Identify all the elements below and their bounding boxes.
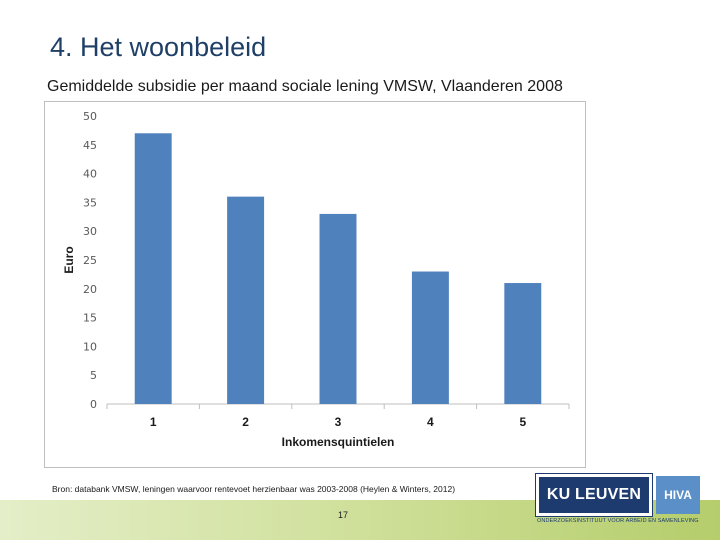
y-tick-label: 45: [83, 139, 97, 152]
source-note: Bron: databank VMSW, leningen waarvoor r…: [52, 484, 456, 494]
hiva-tagline: ONDERZOEKSINSTITUUT VOOR ARBEID EN SAMEN…: [537, 518, 699, 524]
bar: [504, 283, 542, 404]
bar: [411, 271, 449, 404]
y-tick-label: 5: [90, 369, 97, 382]
x-tick-label: 3: [335, 415, 342, 429]
slide-title: 4. Het woonbeleid: [50, 32, 267, 62]
y-tick-label: 50: [83, 110, 97, 123]
bar: [134, 133, 172, 404]
bar: [319, 213, 357, 404]
y-tick-label: 20: [83, 283, 97, 296]
ku-leuven-logo: KU LEUVEN: [535, 473, 653, 517]
y-tick-label: 15: [83, 312, 97, 325]
x-tick-label: 1: [150, 415, 157, 429]
y-axis-label: Euro: [62, 246, 76, 273]
ku-leuven-logo-text: KU LEUVEN: [546, 486, 642, 503]
x-tick-label: 2: [242, 415, 249, 429]
hiva-logo: HIVA: [656, 476, 700, 514]
y-tick-label: 35: [83, 196, 97, 209]
y-tick-label: 0: [90, 398, 97, 411]
chart-subtitle: Gemiddelde subsidie per maand sociale le…: [47, 78, 563, 95]
bar: [227, 196, 265, 404]
y-tick-label: 40: [83, 168, 97, 181]
y-tick-label: 25: [83, 254, 97, 267]
x-axis-label: Inkomensquintielen: [282, 435, 395, 449]
x-tick-label: 5: [519, 415, 526, 429]
chart-frame: 0 5 10 15 20 25 30 35 40 45 50 1 2 3 4 5 Inkomensquintie…: [44, 101, 586, 468]
y-tick-label: 30: [83, 225, 97, 238]
y-tick-label: 10: [83, 340, 97, 353]
page-number: 17: [338, 510, 349, 520]
hiva-logo-text: HIVA: [664, 488, 692, 502]
x-tick-label: 4: [427, 415, 434, 429]
